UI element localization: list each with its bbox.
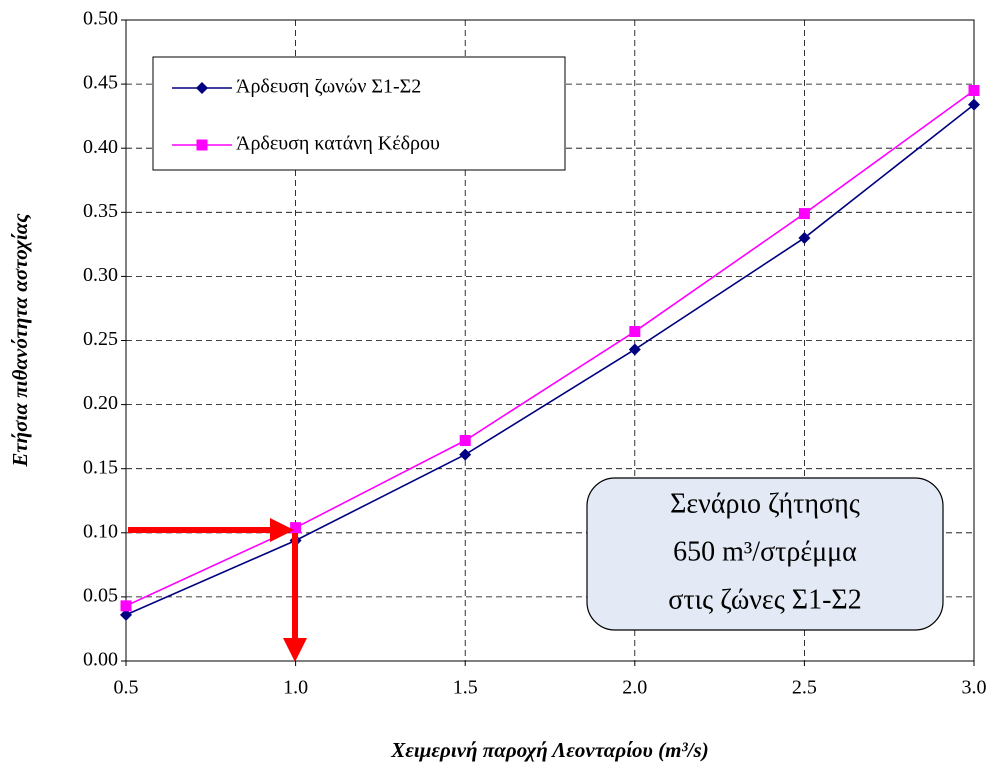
y-tick-label: 0.15	[83, 456, 118, 478]
y-tick-label: 0.20	[83, 392, 118, 414]
y-tick-label: 0.30	[83, 264, 118, 286]
y-tick-label: 0.35	[83, 200, 118, 222]
legend-label: Άρδευση κατάνη Κέδρου	[236, 133, 440, 155]
legend-marker	[196, 82, 208, 94]
legend: Άρδευση ζωνών Σ1-Σ2 Άρδευση κατάνη Κέδρου	[152, 56, 566, 171]
marker	[459, 434, 471, 446]
annotation-line: 650 m³/στρέμμα	[673, 536, 857, 567]
marker	[459, 448, 472, 461]
y-tick-label: 0.40	[83, 136, 118, 158]
legend-box	[152, 56, 566, 171]
x-tick-label: 3.0	[962, 677, 987, 699]
y-tick-label: 0.10	[83, 520, 118, 542]
annotation-box	[586, 477, 944, 631]
series-line	[125, 89, 975, 607]
y-tick-label: 0.00	[83, 649, 118, 671]
marker	[798, 231, 811, 244]
x-tick-label: 0.5	[114, 677, 139, 699]
y-tick-label: 0.05	[83, 584, 118, 606]
series-line	[125, 103, 975, 616]
annotation-line: Σενάριο ζήτησης	[670, 488, 860, 519]
marker	[290, 522, 302, 534]
legend-marker	[196, 139, 208, 151]
marker	[628, 343, 641, 356]
x-tick-label: 1.0	[283, 677, 308, 699]
marker	[968, 98, 980, 111]
marker	[968, 85, 980, 97]
y-tick-label: 0.25	[83, 328, 118, 350]
annotation-line: στις ζώνες Σ1-Σ2	[668, 584, 861, 615]
legend-label: Άρδευση ζωνών Σ1-Σ2	[236, 76, 421, 98]
x-tick-label: 1.5	[453, 677, 478, 699]
x-tick-label: 2.0	[622, 677, 647, 699]
marker	[120, 600, 132, 612]
y-axis-title: Ετήσια πιθανότητα αστοχίας	[8, 213, 32, 468]
marker	[798, 208, 810, 220]
x-axis-title: Χειμερινή παροχή Λεονταρίου (m³/s)	[390, 738, 708, 762]
x-tick-label: 2.5	[792, 677, 817, 699]
y-tick-label: 0.45	[83, 72, 118, 94]
y-tick-label: 0.50	[83, 8, 118, 30]
annotation: Σενάριο ζήτησης 650 m³/στρέμμα στις ζώνες …	[586, 477, 944, 631]
marker	[629, 326, 641, 338]
marker	[120, 608, 132, 621]
